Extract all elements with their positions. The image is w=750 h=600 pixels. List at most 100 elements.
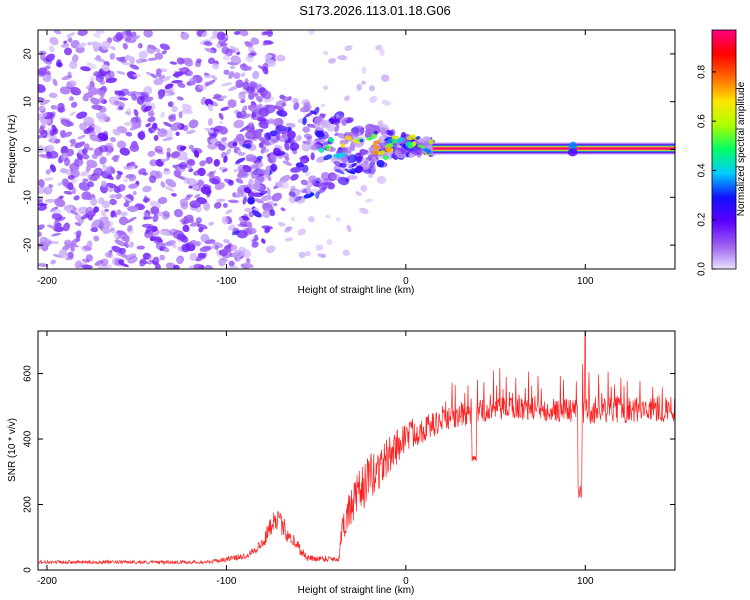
spectrogram-cell (255, 95, 263, 102)
spectrogram-cell (299, 158, 309, 164)
spectrogram-cell (38, 111, 47, 121)
spectrogram-cell (99, 184, 109, 194)
spectrogram-cell (125, 216, 137, 224)
spectrogram-cell (230, 55, 242, 65)
spectrogram-cell (176, 96, 184, 101)
spectrogram-cell (69, 138, 76, 144)
spectrogram-cell (98, 97, 105, 104)
spectrogram-cell (51, 232, 62, 237)
spectrogram-cell (136, 59, 141, 65)
spectrogram-cell (68, 60, 78, 70)
spectrogram-cell (266, 186, 271, 196)
spectrogram-cell (222, 202, 228, 208)
spectrogram-cell (236, 51, 241, 56)
spectrogram-cell (287, 140, 298, 145)
spectrogram-cell (319, 138, 327, 144)
spectrogram-cell (246, 156, 258, 162)
spectrogram-cell (93, 167, 104, 177)
spectrogram-cell (369, 95, 378, 103)
spectrogram-cell (320, 140, 332, 146)
spectrogram-cell (387, 130, 394, 136)
spectrogram-cell (361, 161, 370, 170)
spectrogram-cell (110, 227, 116, 234)
spectrogram-cell (265, 245, 276, 254)
spectrogram-cell (123, 165, 130, 170)
spectrogram-cell (213, 159, 220, 167)
spectrogram-cell (48, 92, 58, 99)
spectrogram-cell (284, 237, 294, 242)
spectrogram-cell (281, 96, 289, 102)
spectrogram-cell (99, 89, 105, 99)
spectrogram-cell (186, 159, 196, 167)
colorbar-label: Normalized spectral amplitude (736, 81, 747, 216)
spectrogram-cell (245, 54, 254, 63)
spectrogram-cell (38, 67, 48, 76)
spectrogram-cell (275, 125, 288, 132)
spectrogram-cell (422, 140, 431, 147)
spectrogram-cell (75, 234, 81, 243)
spectrogram-cell (104, 252, 114, 259)
spectrogram-cell (185, 130, 196, 134)
spectrogram-cell (367, 173, 374, 179)
spectrogram-cell (38, 205, 47, 211)
spectrogram-cell (169, 61, 178, 65)
spectrogram-cell (410, 150, 421, 156)
spectrogram-cell (38, 154, 50, 158)
spectrogram-cell (218, 112, 224, 120)
spectrogram-cell (143, 86, 153, 95)
spectrogram-cell (302, 126, 311, 133)
spectrogram-cell (189, 253, 197, 261)
spectrogram-cell (236, 110, 247, 119)
spectrogram-cell (150, 226, 158, 233)
spectrogram-cell (119, 147, 131, 156)
spectrogram-cell (193, 169, 203, 176)
spectrogram-cell (258, 121, 269, 129)
spectrogram-cell (342, 249, 350, 256)
spectrogram-cell (167, 101, 174, 108)
spectrogram-cell (180, 32, 190, 40)
spectrogram-cell (318, 120, 328, 129)
spectrogram-cell (344, 45, 353, 51)
spectrogram-cell (289, 142, 300, 151)
spectrogram-cell (83, 143, 90, 150)
spectrogram-cell (60, 119, 72, 127)
spectrogram-cell (245, 257, 251, 264)
spectrogram-cell (113, 100, 126, 107)
spectrogram-cell (149, 200, 161, 209)
spectrogram-cell (125, 131, 133, 137)
spectrogram-cell (223, 239, 230, 244)
spectrogram-cell (38, 179, 45, 188)
spectrogram-cell (198, 84, 208, 90)
spectrogram-cell (203, 202, 211, 211)
spectrogram-cell (160, 111, 166, 118)
spectrogram-cell (231, 230, 240, 236)
spectrogram-cell (44, 177, 54, 182)
spectrogram-cell (228, 260, 235, 267)
spectrogram-cell (287, 130, 296, 140)
spectrogram-cell (273, 203, 278, 207)
spectrogram-cell (428, 139, 434, 145)
spectrogram-cell (107, 264, 112, 269)
spectrogram-cell (51, 208, 62, 214)
spectrogram-cell (373, 144, 380, 150)
spectrogram-cell (347, 154, 358, 164)
spectrogram-cell (284, 155, 290, 162)
spectrogram-cell (159, 74, 166, 80)
spectrogram-cell (70, 101, 78, 108)
spectrogram-cell (311, 188, 320, 193)
spectrogram-cell (359, 207, 369, 215)
spectrogram-cell (181, 243, 191, 253)
spectrogram-cell (211, 63, 220, 70)
spectrogram-cell (72, 207, 77, 211)
spectrogram-cell (179, 217, 187, 222)
spectrogram-cell (115, 234, 127, 240)
spectrogram-cell (205, 79, 216, 86)
spectrogram-cell (228, 199, 240, 204)
spectrogram-cell (252, 70, 260, 80)
spectrogram-cell (83, 116, 95, 126)
spectrogram-cell (240, 72, 246, 77)
spectrogram-cell (381, 74, 390, 82)
spectrogram-cell (380, 127, 387, 136)
spectrogram-cell (199, 246, 212, 252)
